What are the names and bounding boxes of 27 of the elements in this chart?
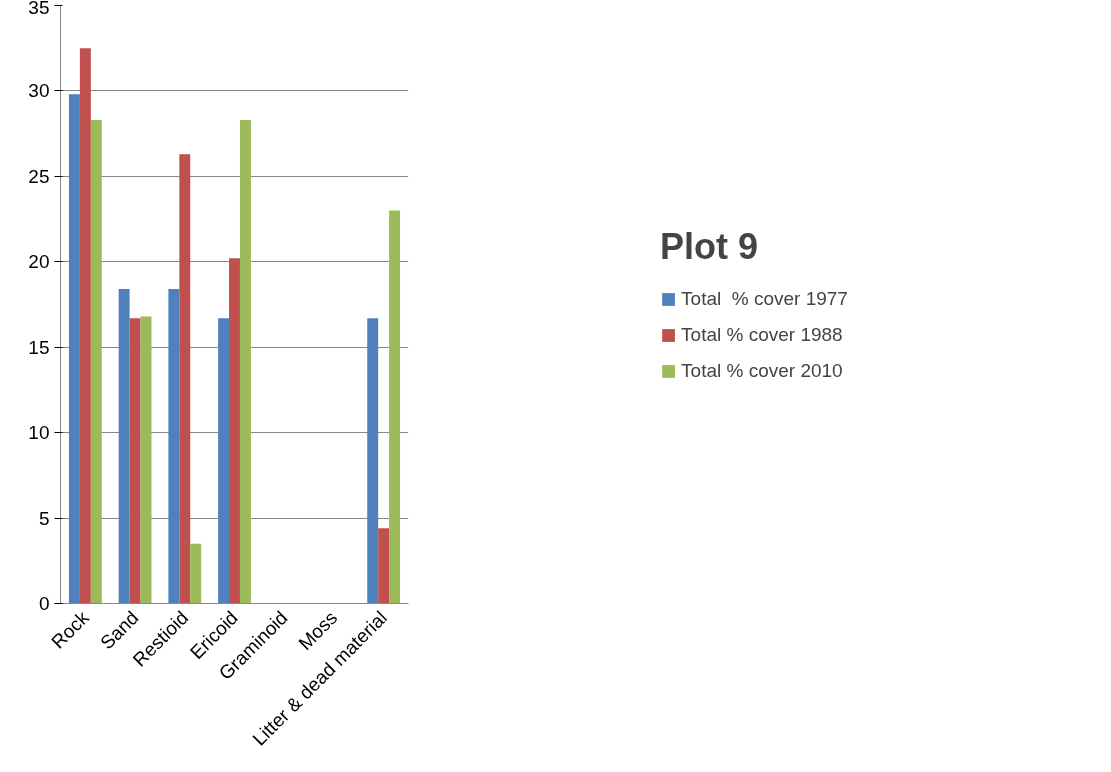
bar xyxy=(239,119,251,604)
bar xyxy=(389,210,401,604)
bar xyxy=(179,154,191,604)
bar xyxy=(118,289,130,604)
y-tick-label: 20 xyxy=(28,251,50,273)
text: Plot 9 xyxy=(660,226,760,268)
legend-label: Total % cover 1977 xyxy=(681,288,848,310)
y-tick-label: 5 xyxy=(38,507,50,529)
bar xyxy=(367,318,379,604)
bar xyxy=(79,48,91,604)
bar xyxy=(140,316,152,604)
y-tick-label: 25 xyxy=(28,165,50,187)
bar xyxy=(378,528,390,604)
y-tick-label: 10 xyxy=(28,422,50,444)
y-tick-label: 0 xyxy=(38,593,50,614)
bar xyxy=(68,94,80,604)
bar xyxy=(129,318,141,604)
y-tick-label: 30 xyxy=(28,80,50,102)
bar xyxy=(229,258,240,604)
bar xyxy=(90,119,102,604)
bar xyxy=(190,543,202,604)
legend-label: Total % cover 2010 xyxy=(681,360,843,382)
legend-label: Total % cover 1988 xyxy=(681,324,843,346)
bar xyxy=(168,289,180,604)
y-tick-label: 35 xyxy=(28,0,50,18)
bar xyxy=(218,318,230,604)
y-tick-label: 15 xyxy=(28,336,50,358)
